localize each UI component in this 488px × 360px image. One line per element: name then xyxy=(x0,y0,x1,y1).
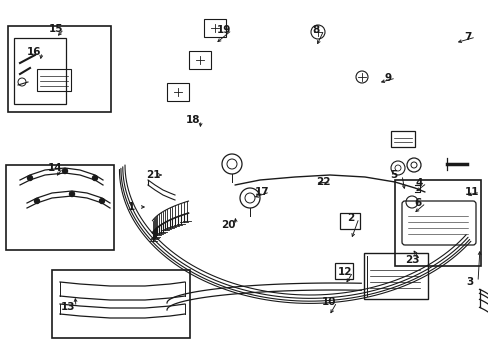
Text: 12: 12 xyxy=(337,267,351,277)
Text: 17: 17 xyxy=(254,187,269,197)
Text: 6: 6 xyxy=(413,198,421,208)
Text: 8: 8 xyxy=(312,25,319,35)
Circle shape xyxy=(27,175,32,180)
Text: 9: 9 xyxy=(384,73,391,83)
Text: 3: 3 xyxy=(466,277,473,287)
Circle shape xyxy=(62,168,67,174)
Text: 4: 4 xyxy=(414,178,422,188)
Bar xyxy=(52,270,190,338)
Text: 19: 19 xyxy=(216,25,231,35)
Bar xyxy=(6,165,114,250)
Bar xyxy=(394,180,480,266)
Text: 15: 15 xyxy=(49,24,63,34)
Text: 18: 18 xyxy=(185,115,200,125)
Circle shape xyxy=(69,192,74,197)
Text: 20: 20 xyxy=(220,220,235,230)
Bar xyxy=(14,38,66,104)
Text: 1: 1 xyxy=(127,202,134,212)
Text: 5: 5 xyxy=(389,170,397,180)
Text: 16: 16 xyxy=(27,47,41,57)
Text: 2: 2 xyxy=(346,213,354,223)
Text: 11: 11 xyxy=(464,187,478,197)
Text: 7: 7 xyxy=(464,32,471,42)
Circle shape xyxy=(35,198,40,203)
Text: 21: 21 xyxy=(145,170,160,180)
Text: 14: 14 xyxy=(48,163,62,173)
Circle shape xyxy=(92,175,97,180)
Bar xyxy=(8,26,111,112)
Text: 22: 22 xyxy=(315,177,329,187)
Text: 13: 13 xyxy=(61,302,75,312)
Circle shape xyxy=(99,198,104,203)
Text: 10: 10 xyxy=(321,297,336,307)
Text: 23: 23 xyxy=(404,255,418,265)
